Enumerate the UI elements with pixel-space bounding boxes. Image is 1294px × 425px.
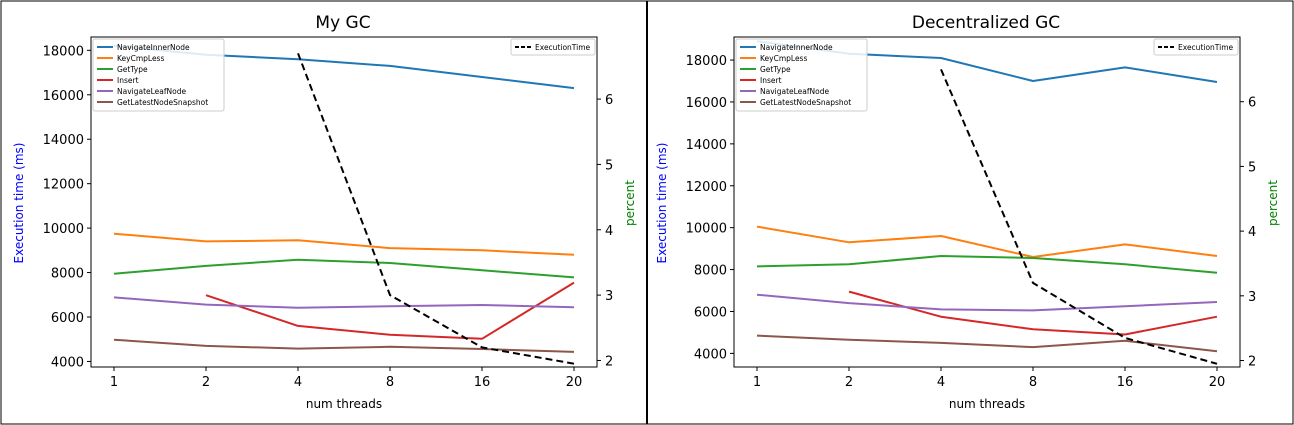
x-tick-label: 1 (110, 375, 118, 390)
legend-label: NavigateInnerNode (760, 43, 833, 52)
x-tick-label: 16 (1117, 375, 1134, 390)
y-tick-label-left: 4000 (694, 347, 727, 362)
x-tick-label: 16 (474, 375, 491, 390)
x-tick-label: 8 (386, 375, 394, 390)
y-tick-label-left: 6000 (51, 311, 84, 326)
y-tick-label-left: 14000 (43, 133, 84, 148)
series-line (113, 232, 575, 256)
y-tick-label-left: 14000 (686, 138, 727, 153)
legend-label: KeyCmpLess (117, 54, 164, 63)
y-axis-label-right: percent (623, 180, 637, 226)
legend-label: NavigateInnerNode (117, 43, 190, 52)
x-tick-label: 20 (1209, 375, 1226, 390)
y-tick-label-left: 18000 (43, 44, 84, 59)
y-axis-label-left: Execution time (ms) (655, 143, 669, 264)
legend-label: Insert (117, 76, 139, 85)
legend-box (735, 38, 868, 112)
y-tick-label-right: 3 (605, 289, 613, 304)
y-tick-label-right: 6 (1248, 96, 1256, 111)
x-axis-label: num threads (306, 397, 382, 411)
legend-label: GetLatestNodeSnapshot (760, 98, 851, 107)
y-tick-label-left: 16000 (43, 89, 84, 104)
legend-label: GetLatestNodeSnapshot (117, 98, 208, 107)
y-tick-label-left: 6000 (694, 305, 727, 320)
legend-label: ExecutionTime (535, 43, 591, 52)
legend-label: KeyCmpLess (760, 54, 807, 63)
legend-box-right (1153, 38, 1239, 56)
y-axis-label-right: percent (1266, 180, 1280, 226)
series-line (756, 255, 1218, 274)
series-line (113, 258, 575, 279)
series-line-dashed (940, 69, 1218, 365)
series-line (756, 293, 1218, 312)
x-tick-label: 2 (202, 375, 210, 390)
y-tick-label-left: 10000 (686, 222, 727, 237)
x-tick-label: 4 (937, 375, 945, 390)
series-line (113, 296, 575, 309)
legend-label: GetType (760, 65, 791, 74)
series-line (205, 281, 575, 340)
x-tick-label: 8 (1029, 375, 1037, 390)
y-tick-label-left: 8000 (694, 264, 727, 279)
x-tick-label: 1 (753, 375, 761, 390)
y-tick-label-left: 10000 (43, 222, 84, 237)
chart-panel-my-gc: My GC num threads Execution time (ms) pe… (12, 13, 637, 411)
x-tick-label: 20 (566, 375, 583, 390)
series-line (756, 225, 1218, 258)
y-tick-label-right: 5 (1248, 160, 1256, 175)
series-line-dashed (297, 52, 575, 365)
y-tick-label-right: 4 (1248, 225, 1256, 240)
y-tick-label-left: 8000 (51, 267, 84, 282)
y-tick-label-right: 5 (605, 158, 613, 173)
legend-label: Insert (760, 76, 782, 85)
y-tick-label-left: 18000 (686, 54, 727, 69)
chart-title: My GC (315, 13, 370, 33)
y-tick-label-left: 16000 (686, 96, 727, 111)
y-tick-label-right: 6 (605, 93, 613, 108)
x-axis-label: num threads (949, 397, 1025, 411)
y-tick-label-left: 4000 (51, 355, 84, 370)
x-tick-label: 4 (294, 375, 302, 390)
x-tick-label: 2 (845, 375, 853, 390)
plot-frame (90, 36, 598, 368)
legend-label: GetType (117, 65, 148, 74)
legend-label: NavigateLeafNode (117, 87, 186, 96)
y-tick-label-left: 12000 (43, 178, 84, 193)
y-tick-label-right: 2 (605, 354, 613, 369)
chart-title: Decentralized GC (912, 13, 1060, 33)
legend-label: NavigateLeafNode (760, 87, 829, 96)
plot-frame (733, 36, 1241, 368)
legend-box-right (510, 38, 596, 56)
y-tick-label-right: 2 (1248, 355, 1256, 370)
y-tick-label-left: 12000 (686, 180, 727, 195)
y-tick-label-right: 4 (605, 224, 613, 239)
y-tick-label-right: 3 (1248, 290, 1256, 305)
series-line (848, 290, 1218, 336)
chart-panel-decentralized-gc: Decentralized GC num threads Execution t… (655, 13, 1280, 411)
legend-box (92, 38, 225, 112)
legend-label: ExecutionTime (1178, 43, 1234, 52)
y-axis-label-left: Execution time (ms) (12, 143, 26, 264)
